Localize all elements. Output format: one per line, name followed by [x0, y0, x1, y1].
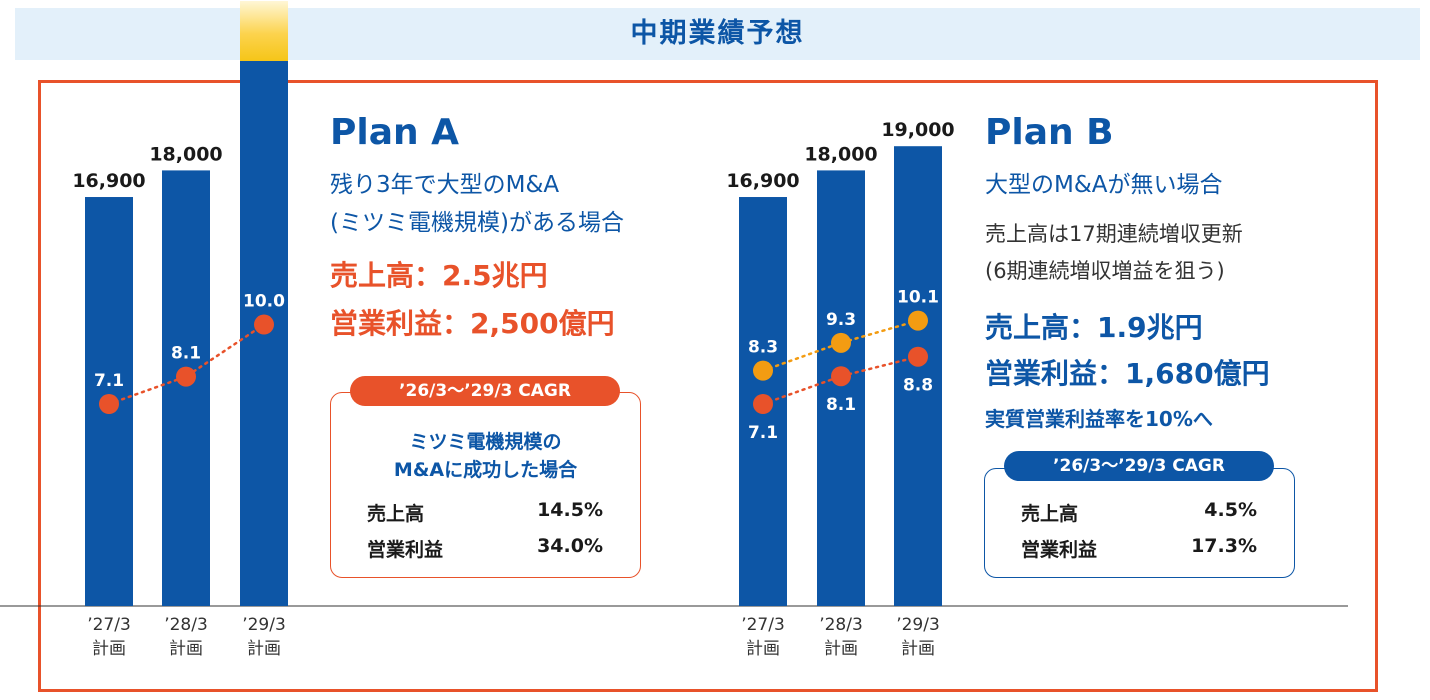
op-margin-point: [99, 394, 119, 414]
op-margin-point: [176, 366, 196, 387]
x-tick-label: 計画: [92, 639, 126, 659]
x-tick-label: 計画: [169, 639, 203, 659]
x-tick-label: ’27/3: [741, 615, 785, 635]
bar-value-label: 18,000: [804, 143, 877, 165]
op-margin-label: 8.3: [748, 338, 778, 358]
plan-b-title: Plan B: [985, 112, 1114, 153]
x-tick-label: ’29/3: [242, 615, 286, 635]
plan-a-cagr-label-sales: 売上高: [367, 503, 425, 525]
plan-b-sales: 売上高：1.9兆円: [985, 311, 1203, 344]
bar-value-label: 18,000: [149, 143, 222, 165]
plan-b-op-profit: 営業利益：1,680億円: [985, 357, 1270, 390]
plan-a-box-heading-1: ミツミ電機規模の: [409, 431, 562, 453]
plan-b-cagr-value-op: 17.3%: [1191, 535, 1257, 557]
op-margin-line-0-0: [107, 323, 266, 406]
bar-value-label: 19,000: [881, 119, 954, 141]
page-title: 中期業績予想: [630, 18, 805, 49]
bar-1-2: [894, 146, 942, 606]
x-tick-label: ’28/3: [164, 615, 208, 635]
x-tick-label: 計画: [746, 639, 780, 659]
plan-a-cagr-pill: ’26/3〜’29/3 CAGR: [350, 376, 620, 406]
bar-highlight-0: [240, 1, 288, 61]
plan-a-cagr-value-sales: 14.5%: [537, 499, 603, 521]
op-margin-label: 8.1: [826, 395, 856, 415]
op-margin-point: [254, 314, 274, 335]
plan-a-box-heading-2: M&Aに成功した場合: [393, 459, 578, 481]
op-margin-point: [753, 394, 773, 414]
plan-a-title: Plan A: [330, 112, 460, 153]
plan-b-note-2: (6期連続増収増益を狙う): [985, 259, 1225, 283]
op-margin-label: 7.1: [94, 371, 124, 391]
plan-a-cagr-box: ミツミ電機規模の M&Aに成功した場合 売上高 14.5% 営業利益 34.0%: [330, 392, 641, 578]
plan-a-cagr-value-op: 34.0%: [537, 535, 603, 557]
op-margin-point: [908, 346, 928, 367]
plan-b-subtitle: 大型のM&Aが無い場合: [985, 172, 1223, 198]
plan-b-cagr-box: 売上高 4.5% 営業利益 17.3%: [984, 468, 1295, 578]
op-margin-label: 9.3: [826, 310, 856, 330]
plan-a-op-profit: 営業利益：2,500億円: [330, 307, 615, 340]
op-margin-label: 10.0: [243, 292, 285, 312]
op-margin-point: [753, 360, 773, 381]
content-frame: [38, 80, 1378, 692]
op-margin-point: [831, 366, 851, 387]
plan-b-margin-note: 実質営業利益率を10%へ: [985, 407, 1213, 431]
plan-a-subtitle-1: 残り3年で大型のM&A: [330, 172, 560, 198]
x-tick-label: ’27/3: [87, 615, 131, 635]
x-tick-label: 計画: [824, 639, 858, 659]
op-margin-point: [831, 332, 851, 353]
op-margin-label: 8.1: [171, 344, 201, 364]
op-margin-label: 7.1: [748, 423, 778, 443]
plan-b-cagr-pill: ’26/3〜’29/3 CAGR: [1004, 451, 1274, 481]
bar-0-1: [162, 170, 210, 606]
plan-b-cagr-label-op: 営業利益: [1021, 539, 1098, 561]
plan-b-cagr-value-sales: 4.5%: [1204, 499, 1257, 521]
op-margin-label: 10.1: [897, 288, 939, 308]
bar-value-label: 16,900: [72, 170, 145, 192]
x-tick-label: ’29/3: [896, 615, 940, 635]
plan-a-sales: 売上高：2.5兆円: [330, 259, 548, 292]
bar-0-2: [240, 1, 288, 606]
plan-a-subtitle-2: (ミツミ電機規模)がある場合: [330, 210, 624, 236]
plan-a-cagr-label-op: 営業利益: [367, 539, 444, 561]
op-margin-label: 8.8: [903, 376, 933, 396]
bar-1-1: [817, 170, 865, 606]
x-tick-label: ’28/3: [819, 615, 863, 635]
x-tick-label: 計画: [247, 639, 281, 659]
plan-b-note-1: 売上高は17期連続増収更新: [985, 222, 1243, 246]
x-tick-label: 計画: [901, 639, 935, 659]
op-margin-point: [908, 310, 928, 331]
bar-value-label: 16,900: [726, 170, 799, 192]
plan-b-cagr-label-sales: 売上高: [1021, 503, 1079, 525]
